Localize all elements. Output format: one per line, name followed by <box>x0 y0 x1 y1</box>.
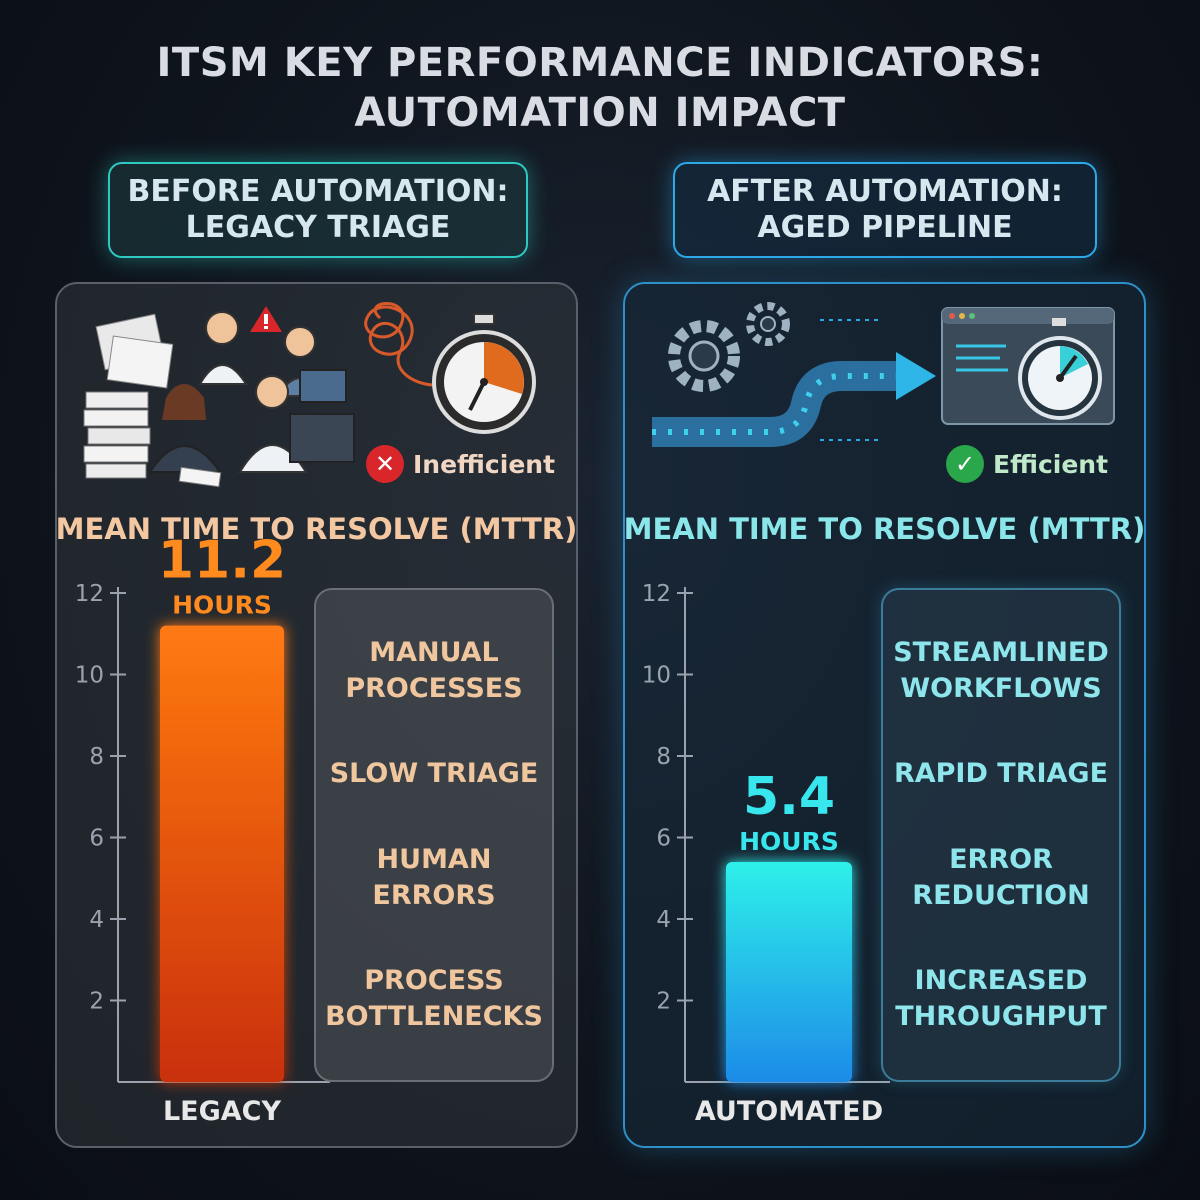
y-tick-label: 10 <box>75 663 104 689</box>
gears-icon <box>668 302 790 392</box>
factor-item: PROCESS BOTTLENECKS <box>325 963 543 1035</box>
after-automation-header: AFTER AUTOMATION: AGED PIPELINE <box>673 162 1097 258</box>
bar-value-label: 11.2 <box>158 531 286 591</box>
y-tick-label: 6 <box>656 826 671 852</box>
factor-text: WORKFLOWS <box>900 672 1102 704</box>
bar-unit-label: HOURS <box>172 591 272 620</box>
y-tick-label: 2 <box>89 989 104 1015</box>
factor-item: SLOW TRIAGE <box>330 756 539 792</box>
status-label: Efficient <box>993 449 1109 479</box>
header-line-1: BEFORE AUTOMATION: <box>127 174 509 209</box>
factor-text: STREAMLINED <box>893 636 1109 668</box>
header-line-2: AGED PIPELINE <box>757 210 1013 245</box>
mttr-bar <box>726 861 852 1082</box>
y-tick-label: 6 <box>89 826 104 852</box>
y-tick-label: 2 <box>656 989 671 1015</box>
factor-item: INCREASED THROUGHPUT <box>895 963 1107 1035</box>
automated-metric-label: MEAN TIME TO RESOLVE (MTTR) <box>623 512 1146 546</box>
page-title: ITSM KEY PERFORMANCE INDICATORS: AUTOMAT… <box>0 38 1200 138</box>
header-line-1: AFTER AUTOMATION: <box>707 174 1063 209</box>
y-tick-label: 4 <box>656 907 671 933</box>
y-tick-label: 12 <box>75 581 104 607</box>
factor-item: STREAMLINED WORKFLOWS <box>893 635 1109 707</box>
legacy-factors-box: MANUAL PROCESSES SLOW TRIAGE HUMAN ERRORS PRO… <box>314 588 554 1082</box>
automated-factors-box: STREAMLINED WORKFLOWS RAPID TRIAGE ERROR RED… <box>881 588 1121 1082</box>
pipeline-icon <box>652 319 936 447</box>
factor-item: ERROR REDUCTION <box>912 842 1089 914</box>
stressed-workers-icon <box>148 311 355 488</box>
factor-text: BOTTLENECKS <box>325 1001 543 1033</box>
status-label: Inefficient <box>413 449 556 479</box>
factor-text: PROCESSES <box>345 672 523 704</box>
factor-text: ERRORS <box>372 879 496 911</box>
factor-item: RAPID TRIAGE <box>894 756 1108 792</box>
factor-text: REDUCTION <box>912 879 1090 911</box>
factor-text: SLOW TRIAGE <box>329 758 539 790</box>
x-category-label: LEGACY <box>163 1096 282 1127</box>
factor-text: MANUAL <box>369 636 499 668</box>
header-line-2: LEGACY TRIAGE <box>185 210 451 245</box>
warning-icon <box>250 306 282 332</box>
x-category-label: AUTOMATED <box>695 1096 883 1127</box>
factor-text: PROCESS <box>364 965 504 997</box>
factor-text: THROUGHPUT <box>895 1001 1107 1033</box>
dashboard-stopwatch-icon <box>941 307 1115 425</box>
tangle-icon <box>364 302 449 387</box>
y-tick-label: 8 <box>89 744 104 770</box>
factor-item: HUMAN ERRORS <box>372 842 495 914</box>
factor-text: ERROR <box>949 843 1053 875</box>
mttr-bar <box>160 625 284 1082</box>
before-automation-header: BEFORE AUTOMATION: LEGACY TRIAGE <box>108 162 528 258</box>
factor-text: INCREASED <box>914 965 1088 997</box>
factor-text: HUMAN <box>376 843 492 875</box>
y-tick-label: 12 <box>642 581 671 607</box>
x-icon: ✕ <box>366 445 404 483</box>
title-line-1: ITSM KEY PERFORMANCE INDICATORS: <box>156 40 1044 86</box>
y-tick-label: 4 <box>89 907 104 933</box>
bar-unit-label: HOURS <box>739 827 839 856</box>
y-tick-label: 10 <box>642 663 671 689</box>
factor-item: MANUAL PROCESSES <box>345 635 522 707</box>
stopwatch-icon <box>432 313 536 434</box>
paper-stack-icon <box>83 313 174 479</box>
inefficient-badge: ✕ Inefficient <box>366 444 555 484</box>
legacy-metric-label: MEAN TIME TO RESOLVE (MTTR) <box>55 512 578 546</box>
title-line-2: AUTOMATION IMPACT <box>354 90 846 136</box>
check-icon: ✓ <box>946 445 984 483</box>
efficient-badge: ✓ Efficient <box>946 444 1108 484</box>
factor-text: RAPID TRIAGE <box>893 758 1109 790</box>
bar-value-label: 5.4 <box>743 767 835 827</box>
y-tick-label: 8 <box>656 744 671 770</box>
